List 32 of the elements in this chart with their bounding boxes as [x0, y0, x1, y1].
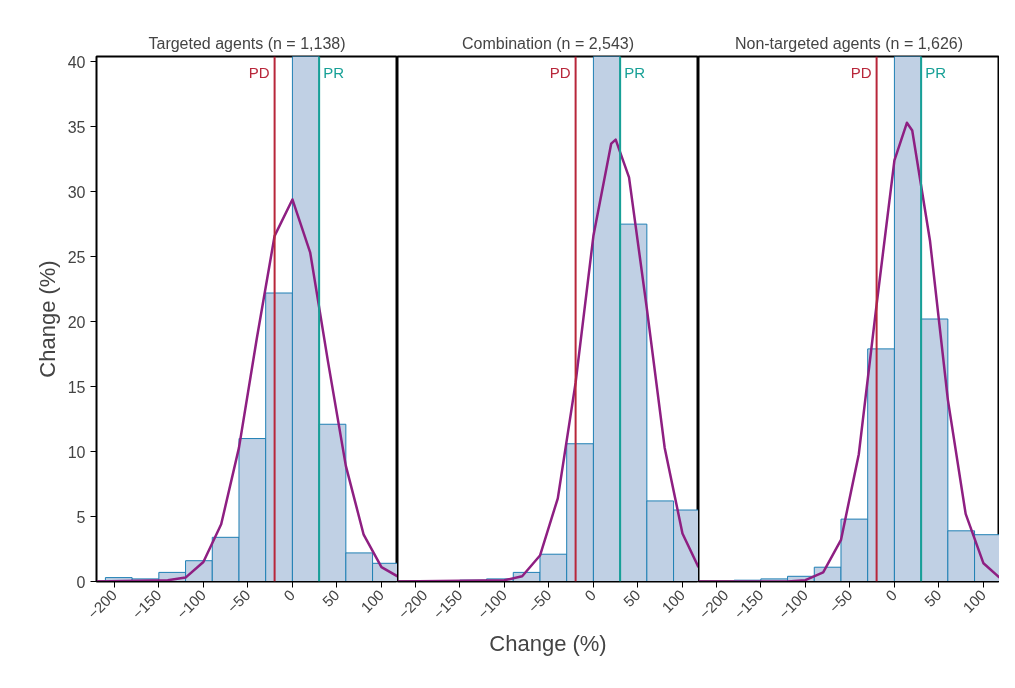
- y-tick-label: 20: [67, 313, 86, 331]
- x-tick-label: 100: [959, 586, 990, 616]
- x-tick-label: 0: [581, 586, 600, 605]
- x-tick-label: 100: [357, 586, 388, 616]
- y-tick-label: 30: [67, 183, 86, 201]
- chart-title: Combination (n = 2,543): [461, 34, 635, 52]
- x-tick-label: 50: [318, 586, 343, 610]
- y-tick-label: 25: [67, 248, 86, 266]
- ref-line-label: PD: [850, 63, 872, 81]
- chart-title: Non-targeted agents (n = 1,626): [734, 34, 964, 52]
- x-tick-label: −50: [825, 586, 856, 617]
- y-tick-label: 15: [67, 378, 86, 396]
- x-tick-label: −50: [524, 586, 555, 617]
- y-tick-label: 0: [76, 573, 86, 591]
- x-tick-label: 50: [619, 586, 644, 610]
- x-tick-label: −50: [223, 586, 254, 617]
- y-tick-label: 40: [67, 53, 86, 71]
- y-tick-label: 35: [67, 118, 86, 136]
- chart-title: Targeted agents (n = 1,138): [148, 34, 346, 52]
- ref-line-label: PR: [323, 63, 345, 81]
- x-tick-label: 0: [280, 586, 299, 605]
- ref-line-label: PR: [925, 63, 947, 81]
- x-axis-title: Change (%): [489, 631, 607, 657]
- ref-line-label: PD: [248, 63, 270, 81]
- x-tick-label: 100: [658, 586, 689, 616]
- y-tick-label: 5: [76, 508, 86, 526]
- x-tick-label: 0: [882, 586, 901, 605]
- ref-line-label: PD: [549, 63, 571, 81]
- y-axis-title: Change (%): [34, 260, 60, 378]
- ref-line-label: PR: [624, 63, 646, 81]
- y-tick-label: 10: [67, 443, 86, 461]
- x-tick-label: 50: [920, 586, 945, 610]
